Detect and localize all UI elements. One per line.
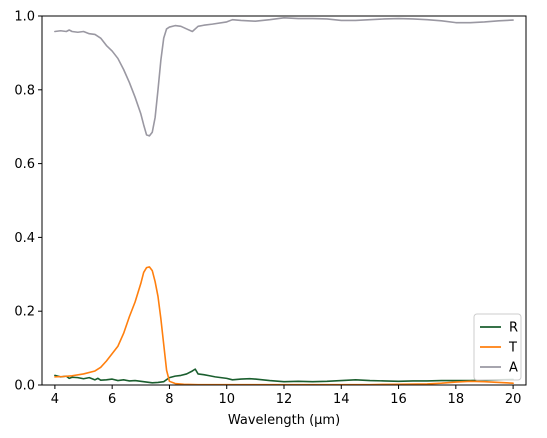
x-tick-label: 20: [505, 392, 522, 407]
y-tick-label: 0.2: [14, 305, 35, 320]
y-tick-label: 0.8: [14, 83, 35, 98]
x-tick-label: 8: [165, 392, 173, 407]
x-tick-label: 10: [218, 392, 235, 407]
legend-label-t: T: [508, 341, 517, 356]
y-tick-label: 1.0: [14, 10, 35, 25]
legend: RTA: [473, 313, 522, 381]
x-tick-label: 6: [108, 392, 116, 407]
x-tick-label: 14: [333, 392, 350, 407]
legend-label-r: R: [509, 321, 518, 336]
x-tick-label: 12: [276, 392, 293, 407]
x-axis: 4 6 8 10 12 14 16 18 20: [51, 385, 522, 407]
series-line-r: [54, 368, 514, 384]
series-line-t: [54, 266, 514, 386]
x-tick-label: 18: [448, 392, 465, 407]
x-tick-label: 16: [390, 392, 407, 407]
y-tick-label: 0.6: [14, 157, 35, 172]
legend-label-a: A: [509, 361, 518, 376]
y-tick-label: 0.0: [14, 379, 35, 394]
y-tick-label: 0.4: [14, 231, 35, 246]
x-tick-label: 4: [51, 392, 59, 407]
series-line-a: [54, 17, 514, 137]
series-layer: [54, 17, 514, 386]
x-axis-label: Wavelength (μm): [228, 413, 340, 428]
y-axis: 0.0 0.2 0.4 0.6 0.8 1.0: [14, 10, 42, 394]
